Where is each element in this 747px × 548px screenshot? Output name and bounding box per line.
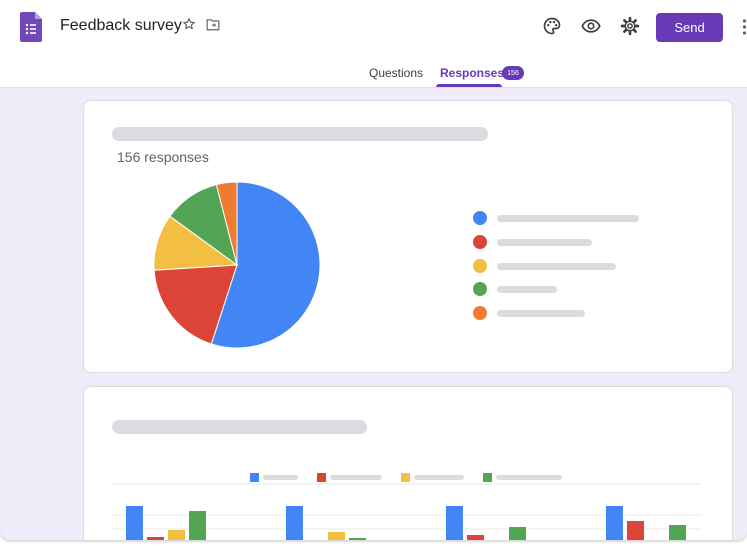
legend-label-placeholder <box>330 475 382 480</box>
legend-item <box>473 235 673 249</box>
bar-legend-item <box>483 473 565 482</box>
legend-label-placeholder <box>497 310 585 317</box>
bar <box>286 506 303 540</box>
legend-swatch-green <box>483 473 492 482</box>
legend-item <box>473 259 673 273</box>
legend-label-placeholder <box>263 475 298 480</box>
legend-label-placeholder <box>496 475 562 480</box>
star-icon[interactable] <box>182 17 196 31</box>
legend-item <box>473 282 673 296</box>
bar-legend-item <box>317 473 387 482</box>
bar <box>168 530 185 540</box>
bar <box>147 537 164 540</box>
bar <box>446 506 463 540</box>
bar <box>328 532 345 540</box>
palette-icon[interactable] <box>542 16 562 36</box>
bar <box>606 506 623 540</box>
forms-logo-icon[interactable] <box>20 12 42 42</box>
eye-icon[interactable] <box>581 16 601 36</box>
legend-item <box>473 306 673 320</box>
pie-slice <box>210 181 321 349</box>
send-button[interactable]: Send <box>656 13 723 42</box>
legend-swatch-red <box>317 473 326 482</box>
pie-slice <box>153 264 238 345</box>
legend-swatch-blue <box>250 473 259 482</box>
summary-card: 156 responses <box>83 100 733 373</box>
tab-questions[interactable]: Questions <box>369 66 424 80</box>
bar <box>126 506 143 540</box>
bar-chart-card <box>83 386 733 540</box>
pie-slice <box>215 181 238 266</box>
bar <box>467 535 484 540</box>
gear-icon[interactable] <box>620 16 640 36</box>
legend-label-placeholder <box>414 475 464 480</box>
legend-label-placeholder <box>497 239 592 246</box>
bar <box>189 511 206 540</box>
bar <box>627 521 644 540</box>
legend-swatch-yellow <box>401 473 410 482</box>
bar-chart <box>112 483 702 540</box>
legend-dot-orange <box>473 306 487 320</box>
pie-chart <box>153 181 321 349</box>
bar <box>669 525 686 540</box>
bar <box>509 527 526 540</box>
legend-label-placeholder <box>497 215 639 222</box>
move-to-folder-icon[interactable] <box>206 18 220 31</box>
active-tab-indicator <box>436 84 502 87</box>
legend-dot-green <box>473 282 487 296</box>
more-vert-icon[interactable] <box>742 18 747 36</box>
bar <box>349 538 366 540</box>
question-title-placeholder <box>112 127 488 141</box>
responses-count-text: 156 responses <box>117 149 209 165</box>
legend-dot-yellow <box>473 259 487 273</box>
question-title-placeholder <box>112 420 367 434</box>
legend-label-placeholder <box>497 263 616 270</box>
legend-item <box>473 211 673 225</box>
tab-responses[interactable]: Responses <box>440 66 505 80</box>
legend-dot-blue <box>473 211 487 225</box>
bar-legend-item <box>250 473 300 482</box>
responses-count-badge: 156 <box>502 66 524 80</box>
legend-label-placeholder <box>497 286 557 293</box>
legend-dot-red <box>473 235 487 249</box>
top-header: Feedback survey Se <box>0 0 747 88</box>
form-title[interactable]: Feedback survey <box>60 17 182 34</box>
bar-legend-item <box>401 473 466 482</box>
